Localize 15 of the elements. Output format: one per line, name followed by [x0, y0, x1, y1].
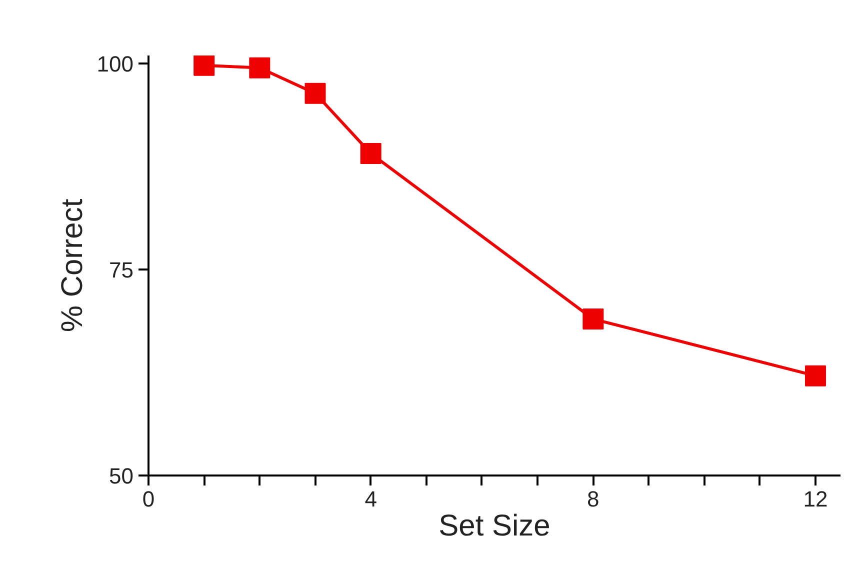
y-tick-label: 50: [109, 464, 134, 488]
point: [582, 308, 604, 330]
x-axis-title: Set Size: [438, 510, 550, 542]
y-tick-label: 100: [96, 52, 134, 77]
point: [804, 365, 826, 386]
y-axis-title: % Correct: [56, 198, 89, 332]
x-tick-label: 4: [364, 486, 377, 512]
point: [249, 57, 270, 78]
point: [194, 56, 215, 76]
y-tick-label: 75: [109, 258, 134, 283]
x-tick-label: 12: [803, 486, 828, 512]
x-tick-label: 0: [142, 486, 155, 512]
point: [304, 82, 326, 104]
point: [360, 143, 382, 164]
x-tick-label: 8: [587, 486, 600, 512]
